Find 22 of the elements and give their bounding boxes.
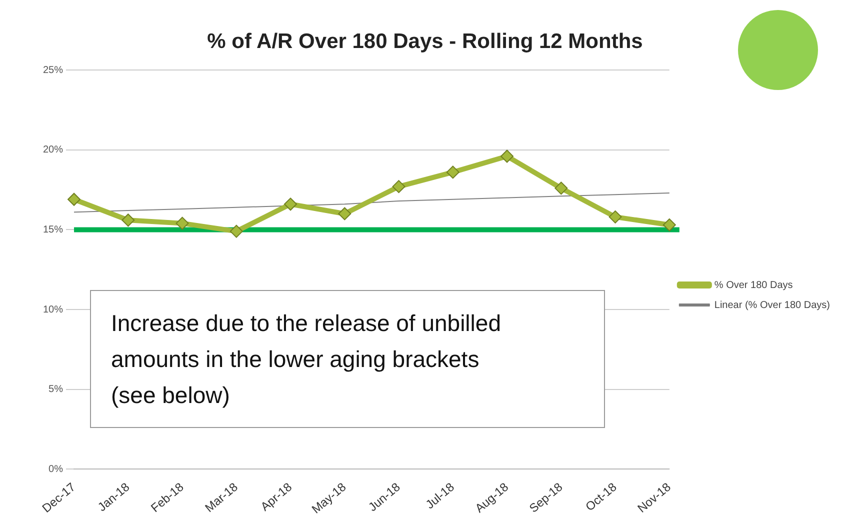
y-tick-label: 25% — [43, 64, 64, 76]
text-box: Increase due to the release of unbilled amounts in the lower aging brackets (see below) — [90, 290, 605, 428]
legend-label: % Over 180 Days — [714, 280, 793, 291]
point — [608, 210, 622, 224]
point — [122, 214, 135, 227]
chart-title: % of A/R Over 180 Days - Rolling 12 Months — [206, 30, 644, 54]
y-tick-label: 10% — [43, 304, 64, 316]
point — [554, 182, 568, 195]
point — [176, 216, 189, 230]
point — [284, 198, 298, 211]
point — [338, 207, 352, 220]
point — [662, 218, 676, 232]
point — [500, 150, 514, 163]
point — [68, 192, 81, 206]
legend-label: Linear (% Over 180 Days) — [714, 300, 830, 311]
point — [392, 180, 406, 194]
point — [446, 166, 460, 179]
point — [230, 224, 243, 238]
y-tick-label: 20% — [43, 144, 64, 156]
y-tick-label: 0% — [48, 464, 64, 475]
y-tick-label: 5% — [48, 384, 64, 396]
y-tick-label: 15% — [43, 224, 64, 236]
